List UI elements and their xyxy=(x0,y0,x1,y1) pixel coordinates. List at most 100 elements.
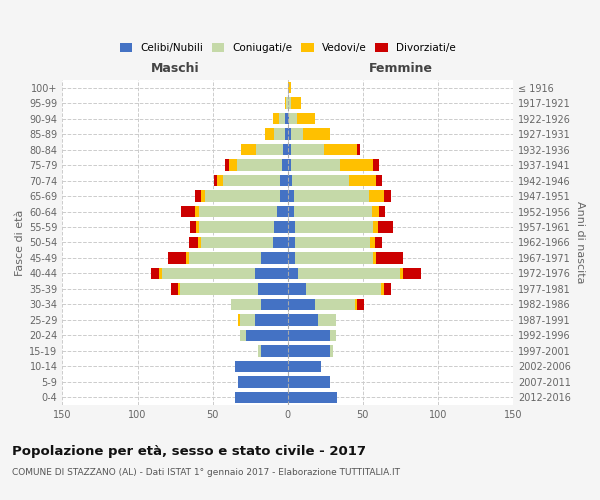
Bar xyxy=(295,252,373,264)
Text: Maschi: Maschi xyxy=(151,62,199,75)
Bar xyxy=(373,252,376,264)
Bar xyxy=(167,252,185,264)
Bar xyxy=(239,330,245,341)
Bar xyxy=(235,392,288,403)
Y-axis label: Anni di nascita: Anni di nascita xyxy=(575,201,585,283)
Bar xyxy=(288,330,330,341)
Bar xyxy=(238,314,239,326)
Bar xyxy=(199,221,274,233)
Bar xyxy=(357,144,360,156)
Bar xyxy=(288,360,321,372)
Bar xyxy=(199,206,277,218)
Bar xyxy=(288,82,291,94)
Bar xyxy=(241,144,256,156)
Bar xyxy=(280,174,288,186)
Bar xyxy=(291,144,324,156)
Bar xyxy=(223,174,280,186)
Bar xyxy=(185,252,188,264)
Bar xyxy=(170,283,178,295)
Bar xyxy=(355,298,357,310)
Bar xyxy=(188,236,197,248)
Text: Popolazione per età, sesso e stato civile - 2017: Popolazione per età, sesso e stato civil… xyxy=(12,445,366,458)
Bar xyxy=(291,128,303,140)
Bar xyxy=(297,113,315,124)
Bar xyxy=(384,190,391,202)
Bar xyxy=(274,221,288,233)
Bar xyxy=(288,298,315,310)
Bar xyxy=(236,159,282,171)
Bar xyxy=(158,268,161,280)
Bar xyxy=(378,221,393,233)
Bar xyxy=(318,314,336,326)
Bar xyxy=(279,113,285,124)
Bar xyxy=(370,236,375,248)
Bar xyxy=(292,174,349,186)
Bar xyxy=(288,252,295,264)
Bar xyxy=(372,206,379,218)
Bar xyxy=(298,268,400,280)
Bar xyxy=(239,314,254,326)
Bar xyxy=(286,98,288,109)
Bar xyxy=(369,190,384,202)
Bar xyxy=(161,268,254,280)
Bar xyxy=(288,268,298,280)
Bar xyxy=(283,144,288,156)
Legend: Celibi/Nubili, Coniugati/e, Vedovi/e, Divorziati/e: Celibi/Nubili, Coniugati/e, Vedovi/e, Di… xyxy=(120,43,455,53)
Bar xyxy=(288,159,291,171)
Bar xyxy=(196,221,199,233)
Bar xyxy=(373,159,379,171)
Bar xyxy=(273,236,288,248)
Bar xyxy=(306,283,381,295)
Text: COMUNE DI STAZZANO (AL) - Dati ISTAT 1° gennaio 2017 - Elaborazione TUTTITALIA.I: COMUNE DI STAZZANO (AL) - Dati ISTAT 1° … xyxy=(12,468,400,477)
Bar xyxy=(288,392,337,403)
Bar xyxy=(294,206,372,218)
Bar xyxy=(288,190,294,202)
Bar xyxy=(291,98,301,109)
Bar xyxy=(340,159,373,171)
Bar xyxy=(285,128,288,140)
Bar xyxy=(200,236,273,248)
Bar xyxy=(400,268,403,280)
Bar xyxy=(205,190,280,202)
Bar xyxy=(179,283,258,295)
Bar xyxy=(291,159,340,171)
Y-axis label: Fasce di età: Fasce di età xyxy=(15,210,25,276)
Bar xyxy=(230,298,261,310)
Bar xyxy=(379,206,385,218)
Bar xyxy=(151,268,158,280)
Bar xyxy=(181,206,194,218)
Bar xyxy=(288,144,291,156)
Bar xyxy=(403,268,421,280)
Bar xyxy=(229,159,236,171)
Bar xyxy=(295,221,373,233)
Bar xyxy=(294,190,369,202)
Bar xyxy=(288,314,318,326)
Bar xyxy=(384,283,391,295)
Bar xyxy=(258,283,288,295)
Bar xyxy=(324,144,357,156)
Bar xyxy=(285,98,286,109)
Bar xyxy=(194,206,199,218)
Bar xyxy=(224,159,229,171)
Bar xyxy=(274,128,285,140)
Bar xyxy=(285,113,288,124)
Bar xyxy=(188,252,261,264)
Bar xyxy=(200,190,205,202)
Bar xyxy=(288,236,295,248)
Bar xyxy=(217,174,223,186)
Bar xyxy=(178,283,179,295)
Bar xyxy=(261,252,288,264)
Bar xyxy=(273,113,279,124)
Bar xyxy=(254,268,288,280)
Bar xyxy=(376,174,382,186)
Bar xyxy=(190,221,196,233)
Bar xyxy=(261,345,288,356)
Bar xyxy=(197,236,200,248)
Bar xyxy=(349,174,376,186)
Bar xyxy=(288,174,292,186)
Bar xyxy=(214,174,217,186)
Bar xyxy=(288,376,330,388)
Bar xyxy=(280,190,288,202)
Bar xyxy=(376,252,403,264)
Bar xyxy=(330,345,333,356)
